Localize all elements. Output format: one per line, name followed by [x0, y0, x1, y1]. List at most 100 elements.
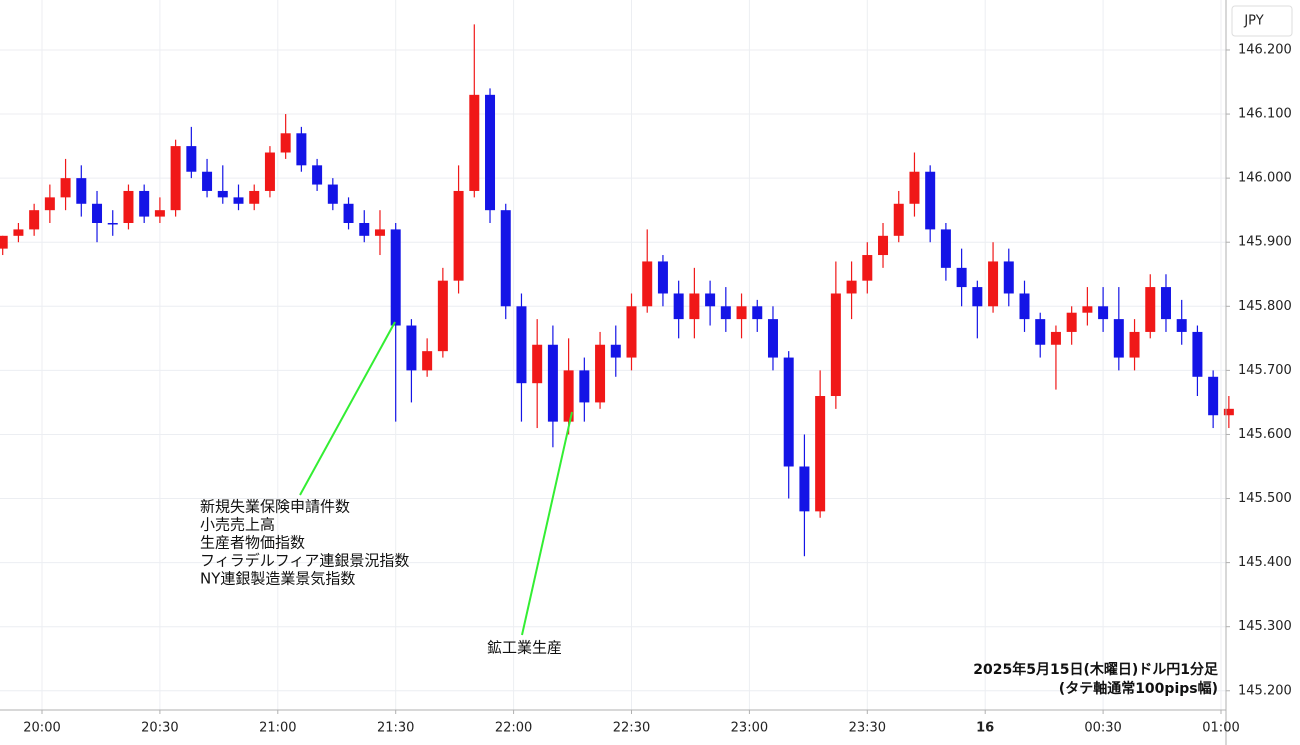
caption: (タテ軸通常100pips幅)	[1059, 680, 1218, 697]
annotation-line	[521, 411, 573, 636]
candle-body	[516, 306, 527, 384]
candle-body	[626, 306, 637, 358]
candle-body	[720, 306, 731, 320]
candle-body	[249, 190, 260, 204]
candle-body	[610, 344, 621, 358]
candle-body	[909, 171, 920, 204]
candle-body	[862, 255, 873, 281]
candle-body	[830, 293, 841, 397]
candle-body	[767, 319, 778, 358]
candle-body	[29, 210, 40, 230]
candle-body	[280, 133, 291, 153]
x-tick-label: 21:30	[377, 721, 414, 736]
x-tick-label: 20:00	[23, 721, 60, 736]
y-tick-label: 145.400	[1238, 555, 1292, 570]
candle-body	[752, 306, 763, 320]
x-tick-label: 22:30	[613, 721, 650, 736]
annotation-text: 鉱工業生産	[487, 639, 562, 657]
candle-body	[186, 146, 197, 172]
candle-body	[1208, 376, 1219, 416]
annotation-text: フィラデルフィア連銀景況指数	[200, 552, 409, 570]
candle-body	[139, 190, 150, 217]
candle-body	[76, 178, 87, 204]
candle-body	[92, 203, 103, 223]
candle-body	[595, 344, 606, 403]
grid	[0, 0, 1226, 710]
candle-body	[1192, 331, 1203, 377]
y-tick-label: 145.600	[1238, 427, 1292, 442]
candle-body	[312, 165, 323, 185]
candle-body	[1035, 319, 1046, 345]
candle-body	[689, 293, 700, 320]
candle-body	[233, 197, 244, 204]
candle-body	[1003, 261, 1014, 294]
candle-body	[532, 344, 543, 384]
candle-body	[972, 287, 983, 307]
candle-body	[1098, 306, 1109, 320]
candle-body	[815, 396, 826, 512]
candle-body	[878, 235, 889, 256]
candle-body	[925, 171, 936, 230]
candle-body	[642, 261, 653, 307]
candle-body	[547, 344, 558, 422]
candle-body	[563, 370, 574, 422]
candle-body	[217, 190, 228, 198]
candle-body	[1145, 287, 1156, 332]
candle-body	[44, 197, 55, 211]
candle-body	[893, 203, 904, 236]
y-tick-label: 146.000	[1238, 171, 1292, 186]
y-tick-label: 146.200	[1238, 42, 1292, 57]
candle-body	[579, 370, 590, 403]
candle-body	[1019, 293, 1030, 320]
candle-body	[956, 267, 967, 288]
y-tick-label: 145.200	[1238, 683, 1292, 698]
candle-body	[296, 133, 307, 166]
candle-body	[736, 306, 747, 320]
candle-body	[940, 229, 951, 268]
candle-body	[374, 229, 385, 236]
x-tick-label: 00:30	[1084, 721, 1121, 736]
x-tick-label: 20:30	[141, 721, 178, 736]
candle-body	[846, 280, 857, 294]
candle-body	[500, 210, 511, 307]
candle-body	[469, 94, 480, 191]
y-tick-label: 146.100	[1238, 107, 1292, 122]
x-tick-label: 22:00	[495, 721, 532, 736]
candle-body	[437, 280, 448, 352]
candle-body	[705, 293, 716, 307]
candle-body	[1129, 331, 1140, 358]
candle-body	[453, 190, 464, 281]
candle-body	[1082, 306, 1093, 313]
candle-body	[1223, 408, 1234, 416]
candle-body	[1160, 287, 1171, 320]
annotation-text: 新規失業保険申請件数	[200, 498, 350, 516]
x-tick-label: 01:00	[1202, 721, 1239, 736]
y-tick-label: 145.500	[1238, 491, 1292, 506]
candle-body	[0, 235, 8, 249]
candle-body	[390, 229, 401, 326]
annotation-text: NY連銀製造業景気指数	[200, 570, 355, 588]
candle-body	[202, 171, 213, 191]
candle-body	[988, 261, 999, 307]
x-tick-label: 16	[976, 721, 994, 736]
candle-body	[154, 210, 165, 217]
candle-body	[343, 203, 354, 223]
candle-body	[673, 293, 684, 320]
candle-body	[123, 190, 134, 223]
candle-body	[359, 222, 370, 236]
x-tick-label: 23:30	[849, 721, 886, 736]
candle-body	[422, 351, 433, 371]
candle-body	[1113, 319, 1124, 358]
x-tick-label: 23:00	[731, 721, 768, 736]
candle-body	[170, 146, 181, 211]
caption: 2025年5月15日(木曜日)ドル円1分足	[973, 661, 1219, 678]
candle-body	[657, 261, 668, 294]
candle-body	[13, 229, 24, 236]
candle-body	[783, 357, 794, 467]
candle-body	[1066, 312, 1077, 332]
candle-body	[264, 152, 275, 191]
candle-body	[1176, 319, 1187, 332]
currency-box	[1231, 5, 1293, 37]
